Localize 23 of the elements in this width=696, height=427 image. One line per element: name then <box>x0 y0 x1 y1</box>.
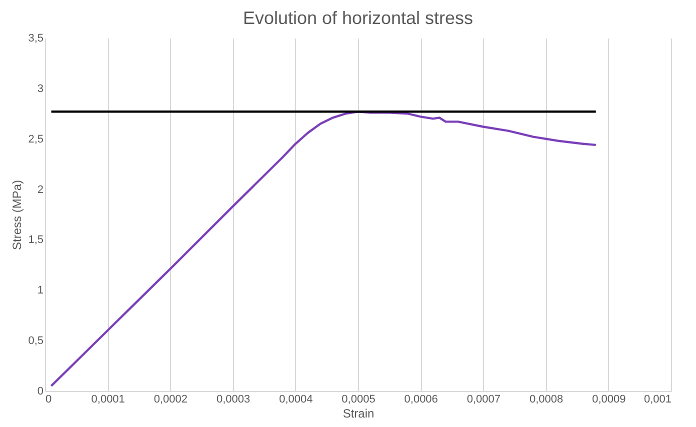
x-tick-label: 0,0003 <box>216 394 250 406</box>
chart-title: Evolution of horizontal stress <box>242 8 474 28</box>
x-tick-label: 0,0008 <box>529 394 564 406</box>
x-tick-label: 0,0007 <box>466 394 501 406</box>
x-axis-title: Strain <box>342 406 374 420</box>
y-tick-label: 1,5 <box>28 234 44 246</box>
y-tick-label: 2 <box>37 184 44 196</box>
line-series <box>50 110 597 388</box>
x-tick-label: 0,0006 <box>404 394 438 406</box>
x-tick-label: 0,0004 <box>279 394 313 406</box>
y-tick-label: 0 <box>37 386 44 398</box>
x-tick-label: 0,0002 <box>154 394 188 406</box>
x-tick-label: 0 <box>46 394 52 406</box>
x-tick-label: 0,001 <box>644 394 672 406</box>
y-tick-label: 1 <box>37 284 44 297</box>
x-tick-label: 0,0001 <box>91 394 125 406</box>
x-tick-label: 0,0005 <box>342 394 376 406</box>
y-tick-label: 2,5 <box>28 133 44 146</box>
x-tick-label: 0,0009 <box>592 394 626 406</box>
y-axis-title: Stress (MPa) <box>10 180 24 250</box>
y-tick-label: 0,5 <box>28 335 44 348</box>
y-tick-label: 3 <box>37 82 44 95</box>
y-tick-label: 3,5 <box>28 32 44 44</box>
